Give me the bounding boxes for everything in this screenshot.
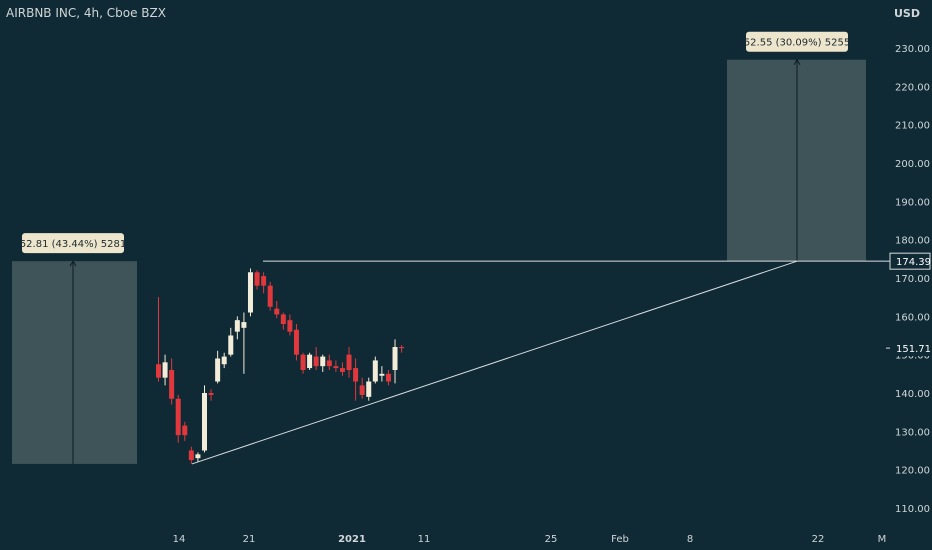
candle-body — [293, 329, 299, 355]
candle-body — [280, 314, 286, 324]
y-tick-label: 140.00 — [895, 389, 930, 400]
candle-body — [353, 368, 359, 382]
candle-body — [326, 360, 332, 367]
candle-body — [399, 347, 405, 349]
y-tick-label: 170.00 — [895, 274, 930, 285]
candle-body — [300, 354, 306, 370]
measure-label-bg — [22, 233, 124, 254]
measure-label-bg — [746, 31, 848, 52]
price-label-bg — [889, 252, 931, 270]
y-tick-label: 110.00 — [895, 504, 930, 515]
candle-body — [379, 373, 385, 376]
candle-body — [320, 356, 326, 367]
currency-label[interactable]: USD — [894, 7, 920, 20]
x-tick-label: 8 — [687, 534, 693, 545]
price-label: 174.39 — [896, 257, 931, 268]
candle-body — [346, 354, 352, 370]
candle-body — [372, 360, 378, 382]
measure-box — [12, 261, 137, 464]
y-tick-label: 180.00 — [895, 236, 930, 247]
candle-body — [228, 335, 234, 355]
candle-body — [215, 358, 221, 382]
x-tick-label: 25 — [545, 534, 558, 545]
candle-body — [261, 276, 267, 286]
candle-body — [208, 393, 214, 395]
candle-body — [254, 272, 260, 286]
x-tick-label: Feb — [611, 534, 629, 545]
candle-body — [287, 320, 293, 332]
measure-label: 52.81 (43.44%) 5281 — [20, 239, 126, 250]
candle-body — [392, 347, 398, 370]
y-tick-label: 230.00 — [895, 44, 930, 55]
measure-label: 52.55 (30.09%) 5255 — [744, 38, 850, 49]
candle-body — [241, 322, 247, 328]
y-tick-label: 120.00 — [895, 466, 930, 477]
y-tick-label: 210.00 — [895, 121, 930, 132]
candle-body — [188, 450, 194, 461]
price-label: 151.71 — [896, 344, 931, 355]
price-label-bg — [890, 340, 930, 357]
candle-body — [221, 356, 227, 365]
candle-body — [175, 398, 181, 436]
x-tick-label: M — [878, 534, 887, 545]
y-tick-label: 160.00 — [895, 312, 930, 323]
y-tick-label: 190.00 — [895, 197, 930, 208]
candle-body — [156, 364, 161, 378]
candle-body — [307, 354, 313, 369]
candle-body — [274, 308, 280, 315]
x-tick-label: 22 — [812, 534, 825, 545]
symbol-title[interactable]: AIRBNB INC, 4h, Cboe BZX — [6, 6, 166, 20]
candle-body — [247, 272, 253, 313]
x-tick-label: 14 — [173, 534, 186, 545]
candle-body — [195, 454, 201, 459]
trend-line — [191, 260, 798, 465]
candle-body — [359, 385, 365, 395]
candle-body — [339, 368, 345, 372]
x-tick-label: 11 — [418, 534, 431, 545]
candle-body — [201, 393, 207, 451]
arrow-head-icon — [69, 260, 77, 267]
y-tick-label: 150.00 — [895, 351, 930, 362]
candle-body — [234, 320, 240, 332]
arrow-head-icon — [793, 58, 801, 65]
y-tick-label: 130.00 — [895, 427, 930, 438]
candle-body — [182, 425, 188, 436]
candle-body — [267, 285, 273, 307]
candle-body — [169, 370, 175, 399]
candle-body — [333, 366, 339, 369]
candle-body — [162, 362, 168, 378]
x-tick-label: 2021 — [338, 534, 366, 545]
candle-body — [366, 381, 372, 397]
candle-body — [313, 356, 319, 367]
candle-body — [385, 373, 391, 382]
x-tick-label: 21 — [243, 534, 256, 545]
y-tick-label: 200.00 — [895, 159, 930, 170]
y-tick-label: 220.00 — [895, 82, 930, 93]
